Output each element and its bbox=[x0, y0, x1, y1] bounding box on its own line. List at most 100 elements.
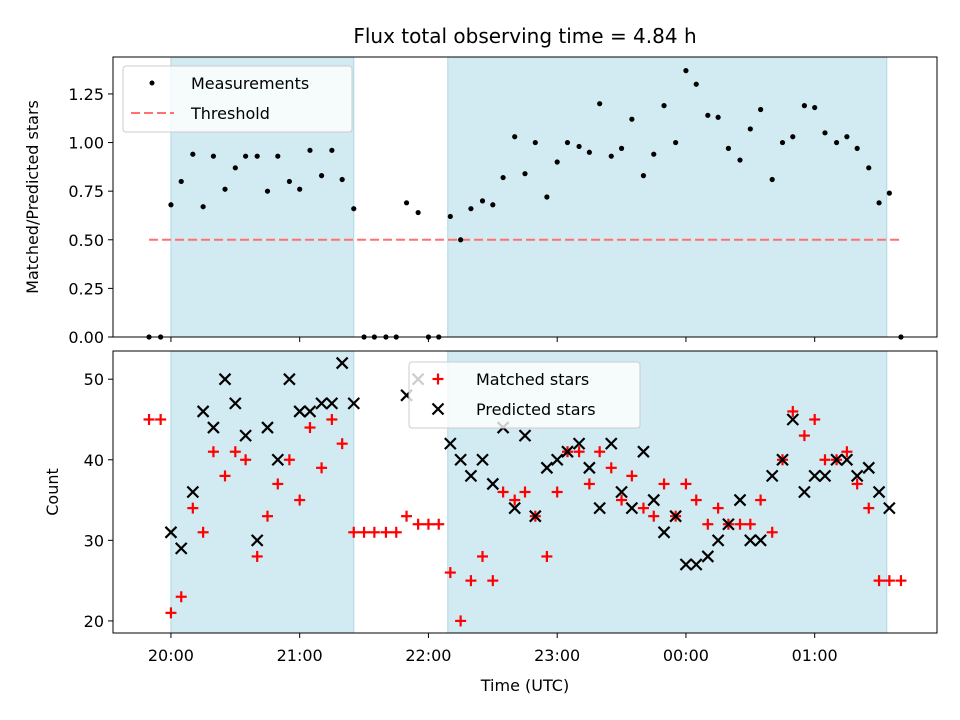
x-stroke bbox=[872, 485, 886, 499]
x-stroke bbox=[862, 461, 876, 475]
bottom-legend-box bbox=[408, 361, 641, 429]
predicted-star-point bbox=[744, 534, 757, 547]
x-stroke bbox=[347, 397, 361, 410]
measurement-point bbox=[866, 165, 872, 171]
predicted-star-point bbox=[529, 509, 542, 523]
x-stroke bbox=[808, 469, 821, 483]
measurement-point bbox=[886, 190, 892, 196]
x-tick-label: 22:00 bbox=[405, 646, 451, 665]
bottom-y-ticks: 20 30 40 50 bbox=[84, 370, 113, 631]
matched-star-point bbox=[422, 518, 434, 530]
x-stroke bbox=[218, 372, 232, 386]
predicted-star-point bbox=[561, 445, 574, 458]
matched-star-point bbox=[433, 518, 445, 530]
predicted-star-point bbox=[186, 485, 200, 499]
predicted-star-point bbox=[164, 526, 178, 539]
predicted-star-point bbox=[540, 461, 554, 475]
predicted-star-point bbox=[798, 485, 811, 499]
x-stroke bbox=[830, 453, 843, 467]
measurement-point bbox=[586, 149, 592, 155]
predicted-star-point bbox=[679, 558, 693, 571]
x-stroke bbox=[572, 437, 586, 450]
measurement-point bbox=[286, 178, 292, 185]
x-tick-label: 20:00 bbox=[148, 646, 194, 665]
predicted-star-point bbox=[207, 421, 220, 434]
matched-star-point bbox=[798, 430, 810, 442]
measurement-point bbox=[254, 153, 260, 159]
measurement-point bbox=[532, 139, 538, 146]
matched-star-point bbox=[304, 422, 316, 434]
y-tick-label: 50 bbox=[84, 370, 104, 389]
measurement-point bbox=[512, 134, 518, 140]
x-stroke bbox=[637, 445, 650, 458]
matched-star-point bbox=[316, 462, 328, 474]
x-stroke bbox=[669, 509, 682, 523]
matched-star-point bbox=[155, 413, 167, 425]
matched-star-point bbox=[690, 494, 702, 506]
x-stroke bbox=[733, 493, 747, 507]
legend-x bbox=[431, 402, 445, 416]
x-stroke bbox=[883, 501, 896, 515]
predicted-star-point bbox=[261, 421, 274, 434]
observing-band-1 bbox=[447, 56, 888, 338]
measurement-point bbox=[801, 103, 807, 109]
x-stroke bbox=[647, 493, 661, 507]
measurement-point bbox=[844, 134, 850, 140]
matched-star-point bbox=[787, 405, 799, 417]
matched-star-point bbox=[616, 494, 628, 506]
measurement-point bbox=[468, 206, 474, 212]
measurement-point bbox=[758, 106, 764, 113]
x-stroke bbox=[754, 534, 767, 547]
matched-star-point bbox=[326, 413, 338, 425]
x-stroke bbox=[250, 534, 264, 547]
x-stroke bbox=[765, 469, 779, 483]
legend-matched-marker bbox=[432, 373, 444, 385]
predicted-star-point bbox=[808, 469, 821, 483]
x-stroke bbox=[776, 453, 789, 467]
x-stroke bbox=[615, 485, 628, 499]
measurement-point bbox=[597, 101, 603, 107]
top-y-ticks: 0.00 0.25 0.50 0.75 1.00 1.25 bbox=[68, 85, 113, 347]
matched-star-point bbox=[583, 478, 595, 490]
x-stroke bbox=[508, 501, 521, 515]
x-stroke bbox=[486, 477, 500, 491]
legend-matched-label: Matched stars bbox=[476, 370, 589, 389]
x-stroke bbox=[229, 397, 242, 410]
predicted-star-point bbox=[583, 461, 596, 475]
predicted-star-point bbox=[550, 453, 564, 467]
x-stroke bbox=[293, 405, 306, 418]
top-x-ticks bbox=[170, 337, 816, 342]
matched-star-point bbox=[551, 486, 563, 498]
x-stroke bbox=[583, 461, 596, 475]
x-stroke bbox=[550, 453, 564, 467]
x-stroke bbox=[850, 469, 864, 483]
predicted-star-point bbox=[486, 477, 500, 491]
x-tick-label: 21:00 bbox=[277, 646, 323, 665]
x-tick-label: 00:00 bbox=[663, 646, 709, 665]
x-stroke bbox=[711, 534, 725, 547]
chart-title: Flux total observing time = 4.84 h bbox=[353, 24, 696, 48]
matched-star-point bbox=[207, 446, 219, 458]
x-tick-label: 01:00 bbox=[792, 646, 838, 665]
matched-star-point bbox=[648, 510, 660, 522]
matched-star-point bbox=[465, 575, 477, 587]
x-stroke bbox=[315, 397, 328, 410]
y-tick-label: 0.25 bbox=[68, 279, 104, 298]
predicted-star-point bbox=[883, 501, 896, 515]
x-stroke bbox=[540, 461, 554, 475]
measurement-point bbox=[661, 103, 667, 109]
x-tick-label: 23:00 bbox=[534, 646, 580, 665]
predicted-star-point bbox=[293, 405, 306, 418]
measurement-point bbox=[447, 213, 453, 220]
y-tick-label: 0.50 bbox=[68, 231, 104, 250]
predicted-star-point bbox=[669, 509, 682, 523]
top-panel: 0.00 0.25 0.50 0.75 1.00 1.25 Flux total obse… bbox=[23, 24, 938, 347]
matched-star-point bbox=[262, 510, 273, 522]
predicted-star-point bbox=[786, 413, 800, 426]
measurement-point bbox=[168, 202, 174, 208]
legend-measurements-label: Measurements bbox=[191, 74, 309, 93]
top-y-axis-label: Matched/Predicted stars bbox=[23, 100, 42, 294]
legend-plus bbox=[432, 373, 444, 385]
